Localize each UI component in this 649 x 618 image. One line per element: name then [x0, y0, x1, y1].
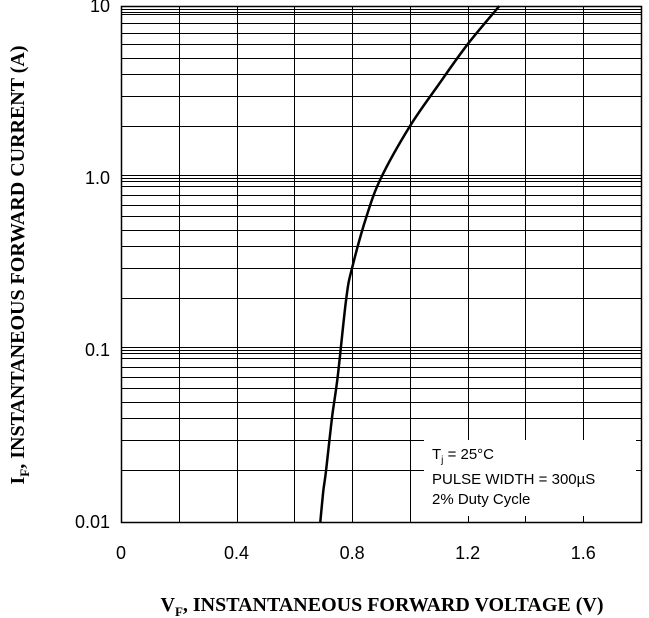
x-tick-label-0: 0: [116, 543, 126, 563]
annotation-duty-cycle: 2% Duty Cycle: [432, 491, 530, 508]
y-tick-label-0: 10: [90, 0, 110, 16]
grid: [120, 5, 643, 524]
y-axis-label-sub: F: [17, 469, 32, 477]
annotation-junction-temp: Tj = 25°C: [432, 446, 494, 466]
x-tick-label-2: 0.8: [340, 543, 365, 563]
y-tick-label-1: 1.0: [85, 168, 110, 188]
x-axis-label: VF, INSTANTANEOUS FORWARD VOLTAGE (V): [160, 594, 603, 618]
annotation-t-sub: j: [440, 455, 443, 466]
y-axis-label-rest: , INSTANTANEOUS FORWARD CURRENT (A): [7, 46, 29, 469]
y-axis-label: IF, INSTANTANEOUS FORWARD CURRENT (A): [7, 46, 32, 485]
annotation-pulse-width: PULSE WIDTH = 300µS: [432, 471, 595, 488]
plot-frame: [120, 5, 643, 524]
x-tick-labels: 0 0.4 0.8 1.2 1.6: [116, 543, 596, 563]
x-axis-label-rest: , INSTANTANEOUS FORWARD VOLTAGE (V): [183, 594, 604, 616]
annotation-t-main: T: [432, 446, 441, 463]
y-tick-labels: 10 1.0 0.1 0.01: [75, 0, 110, 532]
x-tick-label-3: 1.2: [455, 543, 480, 563]
y-tick-label-3: 0.01: [75, 512, 110, 532]
annotation-t-rest: = 25°C: [443, 446, 494, 463]
forward-curve-line: [319, 5, 501, 523]
x-axis-label-main: V: [160, 594, 175, 616]
x-tick-label-1: 0.4: [224, 543, 249, 563]
annotation-background: [424, 440, 636, 516]
x-tick-label-4: 1.6: [571, 543, 596, 563]
x-axis-label-sub: F: [175, 604, 183, 618]
y-tick-label-2: 0.1: [85, 340, 110, 360]
y-axis-label-main: I: [7, 476, 29, 484]
